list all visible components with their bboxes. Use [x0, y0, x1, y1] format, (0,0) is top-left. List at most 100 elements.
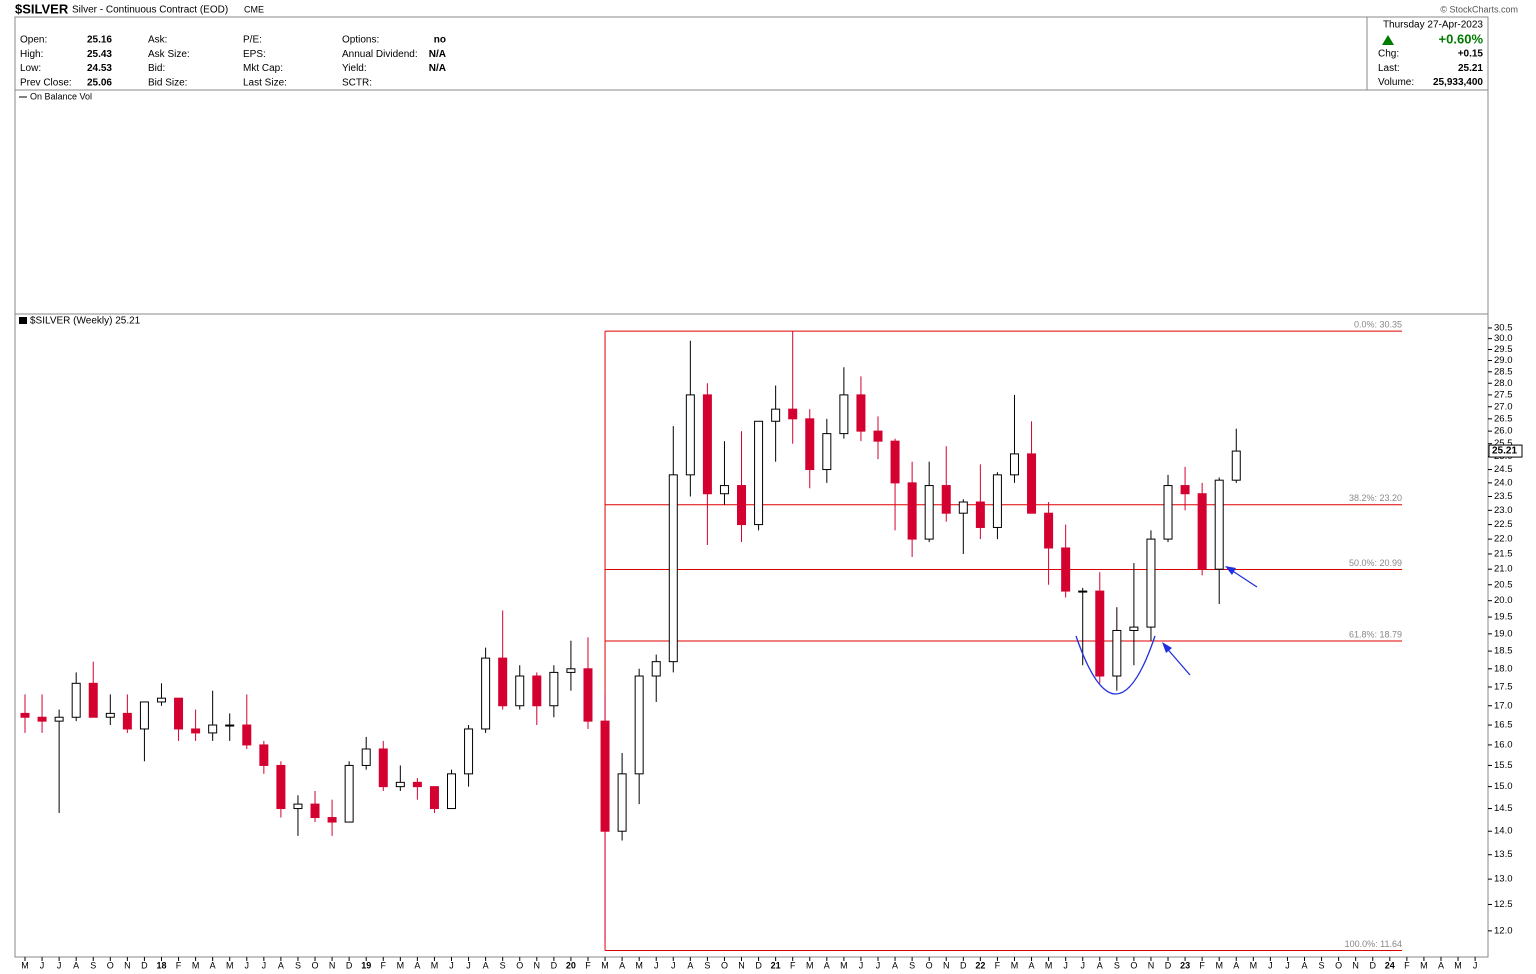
quote-value: N/A — [429, 63, 446, 74]
quote-label: Last Size: — [243, 78, 287, 89]
candle-body — [566, 668, 576, 673]
x-tick-label: A — [1301, 960, 1307, 970]
quote-label: Yield: — [342, 63, 367, 74]
candle-body — [259, 744, 269, 766]
y-tick-label: 16.0 — [1494, 739, 1513, 750]
x-tick-label: O — [312, 960, 319, 970]
quote-value: N/A — [429, 49, 446, 60]
y-tick-label: 24.0 — [1494, 477, 1513, 488]
y-tick-label: 16.5 — [1494, 720, 1513, 731]
y-tick-label: 23.0 — [1494, 505, 1513, 516]
fib-label: 50.0%: 20.99 — [1349, 558, 1402, 568]
x-tick-label: M — [1250, 960, 1258, 970]
candle-body — [412, 781, 422, 788]
x-tick-label: F — [585, 960, 591, 970]
x-tick-label: J — [859, 960, 864, 970]
x-tick-label: J — [40, 960, 45, 970]
y-tick-label: 27.5 — [1494, 389, 1513, 400]
x-tick-label: M — [1215, 960, 1223, 970]
candle-body — [583, 668, 593, 722]
quote-value: 25.43 — [87, 49, 112, 60]
candle-body — [907, 482, 917, 540]
quote-label: Ask Size: — [148, 49, 190, 60]
x-tick-label: M — [1045, 960, 1053, 970]
y-tick-label: 22.5 — [1494, 519, 1513, 530]
candle-body — [429, 786, 439, 810]
y-tick-label: 20.5 — [1494, 579, 1513, 590]
summary-label: Last: — [1378, 63, 1400, 74]
x-tick-label: S — [1319, 960, 1325, 970]
y-tick-label: 14.0 — [1494, 826, 1513, 837]
quote-label: SCTR: — [342, 78, 372, 89]
x-tick-label: F — [1199, 960, 1205, 970]
symbol: $SILVER — [15, 1, 69, 16]
x-tick-label: 23 — [1180, 960, 1190, 970]
candle-body — [788, 408, 798, 420]
x-tick-label: N — [943, 960, 950, 970]
x-tick-label: J — [876, 960, 881, 970]
x-tick-label: F — [790, 960, 796, 970]
candle-body — [1197, 493, 1207, 570]
x-tick-label: A — [892, 960, 898, 970]
x-tick-label: J — [262, 960, 267, 970]
x-tick-label: M — [397, 960, 405, 970]
x-tick-label: M — [1011, 960, 1019, 970]
x-tick-label: M — [635, 960, 643, 970]
candle-body — [549, 671, 559, 707]
watermark: © StockCharts.com — [1440, 4, 1518, 14]
rounded-bottom-arc — [1075, 635, 1156, 695]
x-tick-label: O — [926, 960, 933, 970]
x-tick-label: M — [806, 960, 814, 970]
candle-body — [822, 433, 832, 471]
candle-body — [54, 716, 64, 722]
fib-label: 61.8%: 18.79 — [1349, 629, 1402, 639]
quote-label: Ask: — [148, 35, 167, 46]
y-tick-label: 21.0 — [1494, 564, 1513, 575]
summary-value: +0.15 — [1458, 49, 1484, 60]
candle-body — [805, 418, 815, 471]
x-tick-label: O — [1335, 960, 1342, 970]
x-tick-label: D — [346, 960, 353, 970]
candle-body — [668, 474, 678, 663]
x-tick-label: 18 — [156, 960, 166, 970]
description: Silver - Continuous Contract (EOD) — [72, 5, 228, 16]
x-tick-label: F — [1404, 960, 1410, 970]
up-arrow — [1382, 35, 1394, 45]
y-tick-label: 28.5 — [1494, 366, 1513, 377]
y-tick-label: 13.0 — [1494, 874, 1513, 885]
x-tick-label: A — [1029, 960, 1035, 970]
candle-body — [481, 657, 491, 730]
arrow-head — [1162, 642, 1172, 653]
quote-label: P/E: — [243, 35, 262, 46]
candle-body — [924, 485, 934, 540]
candle-body — [37, 716, 47, 722]
x-tick-label: A — [824, 960, 830, 970]
quote-label: Open: — [20, 35, 47, 46]
x-tick-label: J — [449, 960, 454, 970]
frame — [14, 16, 1489, 958]
x-tick-label: M — [840, 960, 848, 970]
exchange: CME — [244, 4, 264, 14]
x-tick-label: 22 — [975, 960, 985, 970]
candle-body — [1095, 590, 1105, 677]
x-tick-label: J — [654, 960, 659, 970]
x-tick-label: A — [687, 960, 693, 970]
candle-body — [873, 430, 883, 442]
quote-label: Low: — [20, 63, 41, 74]
candle-body — [310, 803, 320, 819]
candle-body — [225, 724, 235, 727]
candle-body — [771, 408, 781, 422]
candle-body — [242, 724, 252, 746]
candle-body — [651, 661, 661, 677]
x-tick-label: S — [295, 960, 301, 970]
y-tick-label: 30.0 — [1494, 333, 1513, 344]
candle-body — [702, 394, 712, 495]
x-tick-label: 20 — [566, 960, 576, 970]
candle-body — [515, 675, 525, 707]
candle-body — [958, 501, 968, 514]
candle-body — [378, 748, 388, 788]
y-tick-label: 14.5 — [1494, 803, 1513, 814]
candle-body — [344, 764, 354, 823]
candle-body — [71, 682, 81, 718]
